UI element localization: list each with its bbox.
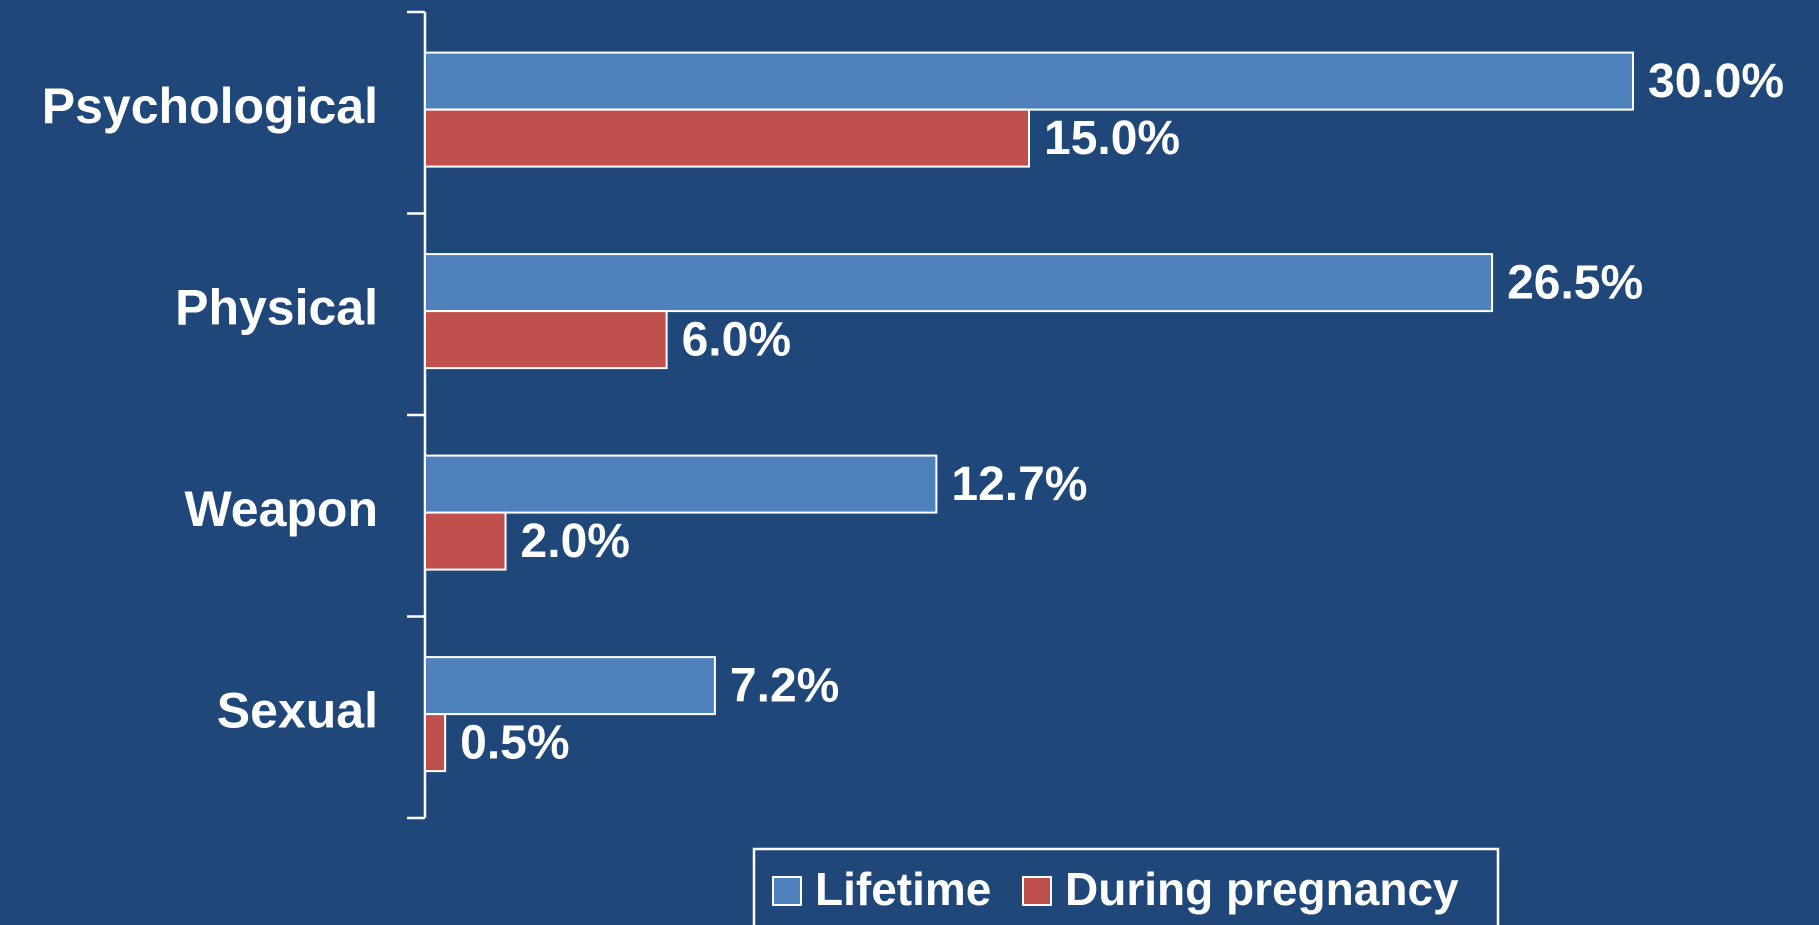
bar: [424, 310, 668, 370]
value-label: 0.5%: [460, 716, 569, 769]
bar: [424, 51, 1634, 111]
bar: [424, 713, 447, 773]
value-label: 6.0%: [682, 313, 791, 366]
bar: [424, 454, 938, 514]
category-label: Sexual: [217, 682, 378, 738]
value-label: 30.0%: [1648, 55, 1784, 108]
legend-swatch: [1022, 876, 1052, 906]
bar: [424, 253, 1494, 313]
value-label: 26.5%: [1507, 256, 1643, 309]
legend-swatch: [772, 876, 802, 906]
legend-label: Lifetime: [815, 863, 991, 915]
category-label: Weapon: [184, 481, 378, 537]
value-label: 7.2%: [730, 659, 839, 712]
category-label: Physical: [175, 279, 378, 335]
bar: [424, 511, 507, 571]
value-label: 15.0%: [1044, 112, 1180, 165]
bar: [424, 656, 716, 716]
legend-box: [752, 847, 1500, 925]
value-label: 2.0%: [521, 515, 630, 568]
value-label: 12.7%: [951, 458, 1087, 511]
bar: [424, 108, 1030, 168]
legend-label: During pregnancy: [1065, 863, 1459, 915]
category-label: Psychological: [42, 78, 378, 134]
